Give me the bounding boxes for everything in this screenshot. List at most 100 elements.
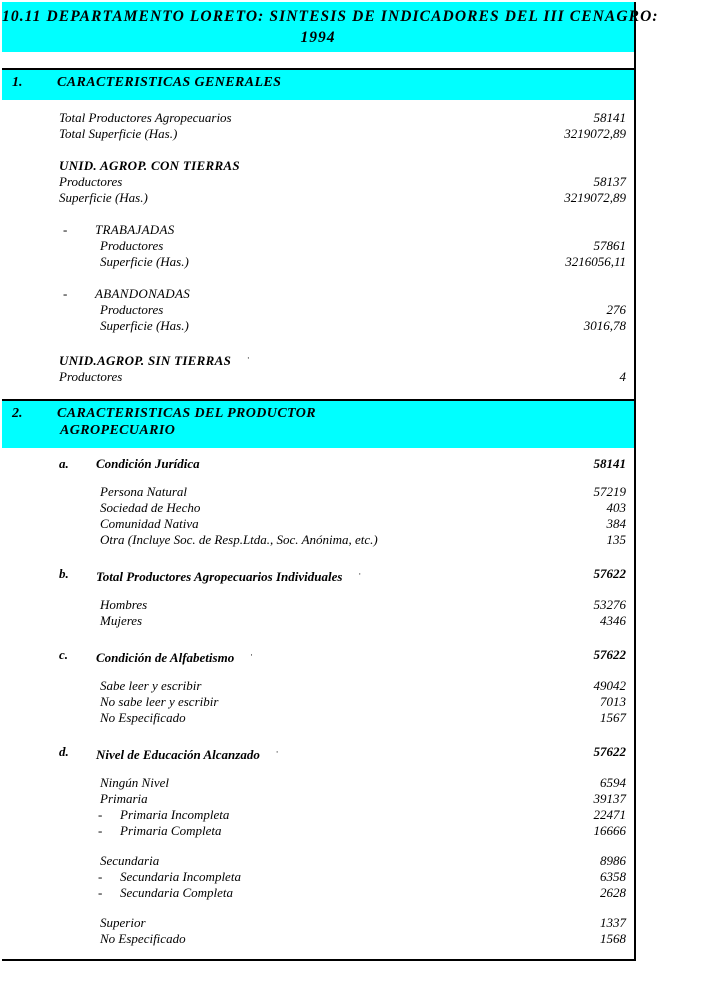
row-spacer xyxy=(2,448,634,456)
row-value: 4346 xyxy=(600,613,626,628)
row-label: Secundaria xyxy=(100,853,160,868)
row-label: Total Productores Agropecuarios Individu… xyxy=(96,569,343,584)
table-row: a. Condición Jurídica 58141 xyxy=(2,456,634,472)
row-value: 276 xyxy=(606,302,627,317)
row-label: Total Superficie (Has.) xyxy=(59,126,178,141)
row-value: 57622 xyxy=(593,647,627,662)
table-row: No sabe leer y escribir 7013 xyxy=(2,694,634,710)
row-letter: b. xyxy=(59,566,69,581)
row-label: UNID. AGROP. CON TIERRAS xyxy=(59,158,240,173)
row-label: Superficie (Has.) xyxy=(100,318,189,333)
table-row: No Especificado 1567 xyxy=(2,710,634,726)
row-value: 135 xyxy=(606,532,627,547)
row-spacer xyxy=(2,142,634,158)
row-spacer xyxy=(2,270,634,286)
page-title-year: 1994 xyxy=(300,29,336,46)
row-label: Productores xyxy=(100,302,164,317)
row-label: Productores xyxy=(59,369,123,384)
table-row: Productores 276 xyxy=(2,302,634,318)
dash-prefix: - xyxy=(98,885,103,900)
table-row: - Secundaria Incompleta 6358 xyxy=(2,869,634,885)
dash-prefix: - xyxy=(98,823,103,838)
table-row: c. Condición de Alfabetismo · 57622 xyxy=(2,647,634,666)
row-spacer xyxy=(2,472,634,484)
table-row: No Especificado 1568 xyxy=(2,931,634,947)
row-spacer xyxy=(2,385,634,399)
row-value: 53276 xyxy=(593,597,627,612)
row-label: No Especificado xyxy=(100,710,186,725)
section-header-2: 2. CARACTERISTICAS DEL PRODUCTOR AGROPEC… xyxy=(2,399,634,448)
row-letter: d. xyxy=(59,744,69,759)
row-value: 16666 xyxy=(593,823,627,838)
section-rows-1: Total Productores Agropecuarios 58141 Tota… xyxy=(2,100,634,399)
row-label: TRABAJADAS xyxy=(95,222,175,237)
row-value: 22471 xyxy=(593,807,627,822)
dash-prefix: - xyxy=(98,869,103,884)
row-value: 6594 xyxy=(600,775,626,790)
table-row: Superior 1337 xyxy=(2,915,634,931)
row-label: Primaria xyxy=(100,791,148,806)
row-label: No Especificado xyxy=(100,931,186,946)
row-value: 3219072,89 xyxy=(564,190,626,205)
row-label: Hombres xyxy=(100,597,148,612)
row-spacer xyxy=(2,947,634,959)
row-value: 3216056,11 xyxy=(565,254,626,269)
row-label: Total Productores Agropecuarios xyxy=(59,110,232,125)
table-row: UNID.AGROP. SIN TIERRAS · xyxy=(2,350,634,369)
section-number: 1. xyxy=(12,75,23,90)
table-row: Otra (Incluye Soc. de Resp.Ltda., Soc. A… xyxy=(2,532,634,548)
table-row: - Primaria Completa 16666 xyxy=(2,823,634,839)
row-spacer xyxy=(2,666,634,678)
row-label: No sabe leer y escribir xyxy=(100,694,219,709)
row-label: Sabe leer y escribir xyxy=(100,678,202,693)
section-title: CARACTERISTICAS DEL PRODUCTOR xyxy=(57,406,316,421)
row-spacer xyxy=(2,548,634,566)
row-label: Condición Jurídica xyxy=(96,456,200,471)
row-label: Secundaria Incompleta xyxy=(120,869,241,884)
footnote-mark: · xyxy=(275,747,279,757)
row-letter: c. xyxy=(59,647,69,662)
page-title: 10.11 DEPARTAMENTO LORETO: SINTESIS DE I… xyxy=(2,8,659,25)
row-value: 58141 xyxy=(593,110,627,125)
row-value: 3219072,89 xyxy=(564,126,626,141)
title-banner: 10.11 DEPARTAMENTO LORETO: SINTESIS DE I… xyxy=(2,2,659,52)
table-row: Persona Natural 57219 xyxy=(2,484,634,500)
section-title-line2: AGROPECUARIO xyxy=(60,423,176,438)
row-letter: a. xyxy=(59,456,69,471)
row-value: 57622 xyxy=(593,744,627,759)
row-value: 3016,78 xyxy=(583,318,626,333)
row-value: 7013 xyxy=(600,694,626,709)
row-label: Otra (Incluye Soc. de Resp.Ltda., Soc. A… xyxy=(100,532,378,547)
row-spacer xyxy=(2,726,634,744)
table-row: Superficie (Has.) 3219072,89 xyxy=(2,190,634,206)
table-row: Primaria 39137 xyxy=(2,791,634,807)
row-value: 1567 xyxy=(600,710,626,725)
table-row: d. Nivel de Educación Alcanzado · 57622 xyxy=(2,744,634,763)
table-row: - ABANDONADAS xyxy=(2,286,634,302)
row-value: 2628 xyxy=(600,885,626,900)
footnote-mark: · xyxy=(250,650,253,660)
table-row: Superficie (Has.) 3216056,11 xyxy=(2,254,634,270)
census-table: 10.11 DEPARTAMENTO LORETO: SINTESIS DE I… xyxy=(2,2,659,961)
row-label: Superficie (Has.) xyxy=(59,190,148,205)
row-label: Superficie (Has.) xyxy=(100,254,189,269)
table-row: Secundaria 8986 xyxy=(2,853,634,869)
row-label: Mujeres xyxy=(100,613,143,628)
row-spacer xyxy=(2,839,634,853)
section-header-line: 1. CARACTERISTICAS GENERALES xyxy=(2,74,634,91)
dash-prefix: - xyxy=(63,286,68,301)
section-title: CARACTERISTICAS GENERALES xyxy=(57,75,282,90)
row-value: 6358 xyxy=(600,869,626,884)
row-label: Persona Natural xyxy=(100,484,188,499)
table-row: - TRABAJADAS xyxy=(2,222,634,238)
section-header-1: 1. CARACTERISTICAS GENERALES xyxy=(2,68,634,100)
row-spacer xyxy=(2,585,634,597)
row-spacer xyxy=(2,206,634,222)
table-row: Superficie (Has.) 3016,78 xyxy=(2,318,634,334)
row-label: Productores xyxy=(100,238,164,253)
title-gap xyxy=(2,52,634,68)
row-value: 58137 xyxy=(593,174,627,189)
row-spacer xyxy=(2,334,634,350)
row-spacer xyxy=(2,100,634,110)
